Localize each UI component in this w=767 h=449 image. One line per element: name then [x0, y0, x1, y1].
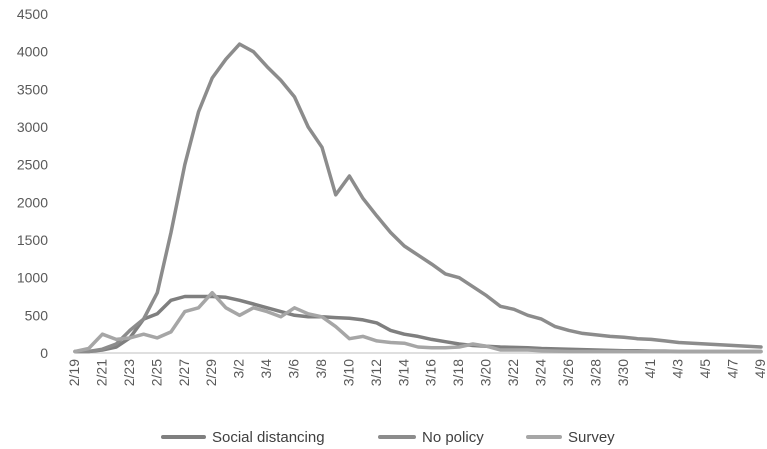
x-tick-label: 3/14 [395, 359, 411, 386]
x-tick-label: 4/9 [752, 359, 767, 379]
x-tick-label: 2/19 [66, 359, 82, 386]
y-axis-tick-labels: 0 500 1000 1500 2000 2500 3000 3500 4000 4500 [17, 6, 48, 361]
x-tick-label: 3/6 [286, 359, 302, 379]
x-tick-label: 3/12 [368, 359, 384, 386]
x-tick-label: 3/24 [532, 359, 548, 386]
x-tick-label: 3/26 [560, 359, 576, 386]
y-tick-label: 1000 [17, 270, 48, 286]
x-tick-label: 4/7 [725, 359, 741, 379]
y-tick-label: 4500 [17, 6, 48, 22]
x-tick-label: 2/23 [121, 359, 137, 386]
x-tick-label: 4/3 [670, 359, 686, 379]
x-tick-label: 3/22 [505, 359, 521, 386]
x-tick-label: 3/16 [423, 359, 439, 386]
x-tick-label: 3/20 [478, 359, 494, 386]
y-tick-label: 500 [25, 307, 49, 323]
series-line-no-policy [73, 42, 763, 354]
legend-label-social-distancing: Social distancing [212, 429, 325, 446]
y-tick-label: 3000 [17, 119, 48, 135]
series-line-survey [73, 290, 763, 354]
y-tick-label: 2500 [17, 157, 48, 173]
y-tick-label: 3500 [17, 81, 48, 97]
x-axis-tick-labels: 2/19 2/21 2/23 2/25 2/27 2/29 3/2 3/4 3/6 3/8 3/10… [66, 359, 767, 386]
y-tick-label: 4000 [17, 44, 48, 60]
x-tick-label: 3/18 [450, 359, 466, 386]
y-tick-label: 2000 [17, 194, 48, 210]
x-tick-label: 2/25 [148, 359, 164, 386]
x-tick-label: 3/28 [587, 359, 603, 386]
legend-label-survey: Survey [568, 429, 615, 446]
legend-label-no-policy: No policy [422, 429, 484, 446]
x-tick-label: 3/2 [231, 359, 247, 379]
x-tick-label: 3/4 [258, 359, 274, 379]
x-tick-label: 2/21 [93, 359, 109, 386]
x-tick-label: 4/1 [642, 359, 658, 379]
series-lines [73, 42, 763, 354]
x-tick-label: 2/27 [176, 359, 192, 386]
y-tick-label: 1500 [17, 232, 48, 248]
y-tick-label: 0 [40, 345, 48, 361]
x-tick-label: 4/5 [697, 359, 713, 379]
x-tick-label: 3/10 [340, 359, 356, 386]
x-tick-label: 3/8 [313, 359, 329, 379]
x-tick-label: 2/29 [203, 359, 219, 386]
x-tick-label: 3/30 [615, 359, 631, 386]
legend: Social distancing No policy Survey [161, 429, 615, 446]
